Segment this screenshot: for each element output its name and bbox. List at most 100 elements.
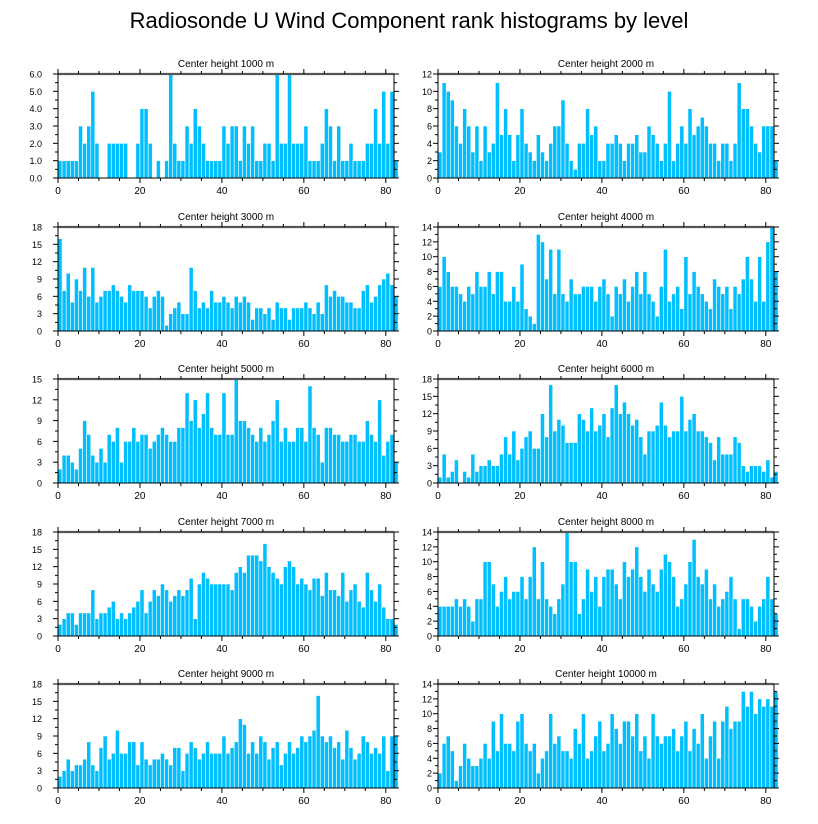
- histogram-panel-7: Center height 7000 m 0 20 40 60 80 0 3 6 9 12 15 18: [32, 517, 399, 655]
- y-tick-label: 4: [427, 297, 432, 307]
- histogram-bar: [168, 601, 174, 637]
- histogram-bar: [486, 271, 492, 332]
- histogram-bar: [229, 589, 235, 637]
- histogram-bar: [646, 293, 652, 332]
- histogram-bar: [283, 143, 288, 179]
- histogram-bar: [299, 735, 305, 789]
- histogram-bar: [270, 160, 276, 179]
- histogram-bar: [679, 125, 685, 179]
- histogram-bar: [147, 307, 153, 332]
- histogram-bar: [90, 764, 96, 789]
- y-tick-label: 12: [32, 257, 42, 267]
- histogram-bar: [246, 427, 251, 484]
- x-tick-label: 20: [514, 186, 526, 197]
- histogram-bar: [568, 278, 574, 332]
- histogram-bar: [123, 753, 128, 789]
- histogram-bar: [507, 598, 513, 637]
- histogram-bar: [724, 143, 730, 179]
- histogram-bar: [749, 465, 754, 484]
- histogram-bar: [69, 770, 75, 789]
- histogram-bar: [197, 427, 202, 484]
- y-tick-label: 18: [32, 223, 42, 233]
- histogram-bar: [687, 108, 693, 179]
- histogram-bar: [699, 117, 705, 179]
- histogram-bar: [749, 278, 754, 332]
- histogram-bar: [462, 743, 467, 789]
- histogram-bar: [180, 427, 186, 484]
- histogram-bar: [499, 271, 504, 332]
- histogram-bar: [377, 399, 383, 484]
- histogram-bar: [69, 160, 75, 179]
- histogram-bar: [523, 743, 529, 789]
- histogram-panel-4: Center height 4000 m 0 20 40 60 80 0 2 4 6 8 10 12 14: [422, 212, 779, 350]
- histogram-bar: [695, 125, 701, 179]
- histogram-bar: [642, 151, 648, 179]
- histogram-bar: [254, 307, 260, 332]
- y-tick-label: 18: [32, 680, 42, 690]
- histogram-bar: [671, 160, 676, 179]
- histogram-bar: [486, 151, 492, 179]
- histogram-bar: [299, 307, 305, 332]
- histogram-bar: [82, 143, 87, 179]
- histogram-bar: [250, 741, 255, 789]
- histogram-bar: [242, 572, 247, 637]
- histogram-bar: [581, 143, 586, 179]
- histogram-bar: [716, 286, 722, 332]
- histogram-bar: [311, 577, 317, 637]
- histogram-bar: [295, 427, 301, 484]
- histogram-bar: [262, 143, 268, 179]
- histogram-bar: [176, 427, 182, 484]
- histogram-bar: [753, 465, 758, 484]
- histogram-bar: [490, 720, 496, 789]
- histogram-bar: [490, 293, 496, 332]
- histogram-bar: [242, 296, 247, 332]
- x-tick-label: 60: [298, 644, 310, 655]
- histogram-bar: [630, 143, 635, 179]
- histogram-bar: [135, 764, 141, 789]
- y-tick-label: 6: [37, 749, 42, 759]
- histogram-bar: [527, 430, 533, 484]
- y-tick-label: 0: [37, 479, 42, 489]
- histogram-bar: [315, 695, 321, 789]
- histogram-bar: [601, 750, 607, 789]
- histogram-bar: [209, 290, 215, 332]
- histogram-bar: [180, 313, 186, 332]
- histogram-bar: [540, 413, 545, 484]
- histogram-bar: [381, 735, 387, 789]
- histogram-bar: [478, 286, 484, 332]
- x-tick-label: 80: [380, 491, 392, 502]
- histogram-bar: [57, 160, 63, 179]
- histogram-bar: [287, 441, 292, 484]
- histogram-bar: [201, 413, 206, 484]
- histogram-bar: [708, 598, 713, 637]
- histogram-bar: [511, 160, 517, 179]
- x-tick-label: 80: [760, 186, 772, 197]
- histogram-bar: [291, 566, 296, 637]
- histogram-bar: [630, 424, 635, 484]
- histogram-bar: [757, 465, 763, 484]
- histogram-bar: [712, 278, 717, 332]
- histogram-bar: [176, 301, 182, 332]
- histogram-bar: [156, 434, 161, 484]
- y-tick-label: 2.0: [29, 139, 42, 149]
- histogram-bar: [601, 413, 607, 484]
- histogram-bar: [328, 589, 333, 637]
- histogram-bar: [123, 618, 128, 637]
- histogram-bar: [139, 108, 145, 179]
- histogram-bar: [773, 613, 779, 637]
- histogram-bar: [511, 750, 517, 789]
- histogram-bar: [65, 758, 71, 789]
- histogram-bar: [373, 747, 378, 789]
- y-tick-label: 0: [427, 174, 432, 184]
- histogram-bar: [753, 620, 758, 637]
- histogram-bar: [332, 747, 337, 789]
- x-tick-label: 40: [216, 796, 228, 807]
- histogram-bar: [634, 134, 640, 179]
- histogram-bar: [356, 601, 362, 637]
- histogram-bar: [176, 747, 182, 789]
- histogram-bar: [225, 753, 231, 789]
- y-tick-label: 6: [427, 587, 432, 597]
- histogram-bar: [78, 448, 83, 484]
- histogram-bar: [86, 296, 92, 332]
- histogram-bar: [303, 125, 309, 179]
